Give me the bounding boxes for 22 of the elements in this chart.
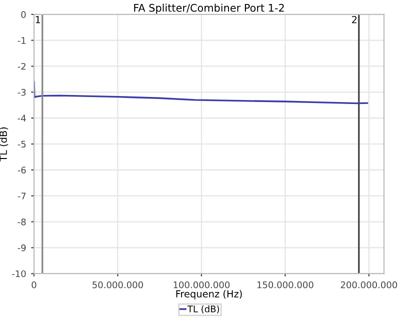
y-tick-label: -6	[18, 166, 26, 174]
annotation: 2	[352, 16, 357, 24]
x-tick-label: 100.000.000	[174, 281, 230, 288]
x-tick-label: 0	[32, 281, 36, 288]
x-axis-title: Frequenz (Hz)	[176, 290, 242, 300]
y-tick-label: -4	[18, 114, 26, 122]
chart-title: FA Splitter/Combiner Port 1-2	[134, 4, 284, 14]
x-tick-label: 200.000.000	[340, 281, 398, 288]
y-tick-label: 0	[21, 11, 26, 18]
x-tick-label: 150.000.000	[257, 281, 314, 288]
legend-label: TL (dB)	[187, 305, 220, 314]
annotation: 1	[36, 16, 40, 24]
y-tick-label: -5	[18, 140, 26, 148]
x-tick-label: 50.000.000	[92, 281, 143, 288]
y-tick-label: -2	[18, 62, 26, 70]
line-series	[34, 80, 368, 104]
y-tick-label: -10	[12, 270, 26, 278]
y-tick-label: -7	[18, 192, 26, 200]
y-tick-label: -1	[18, 37, 26, 44]
y-tick-label: -8	[18, 218, 26, 226]
y-tick-label: -9	[18, 244, 26, 252]
y-tick-label: -3	[18, 88, 26, 96]
